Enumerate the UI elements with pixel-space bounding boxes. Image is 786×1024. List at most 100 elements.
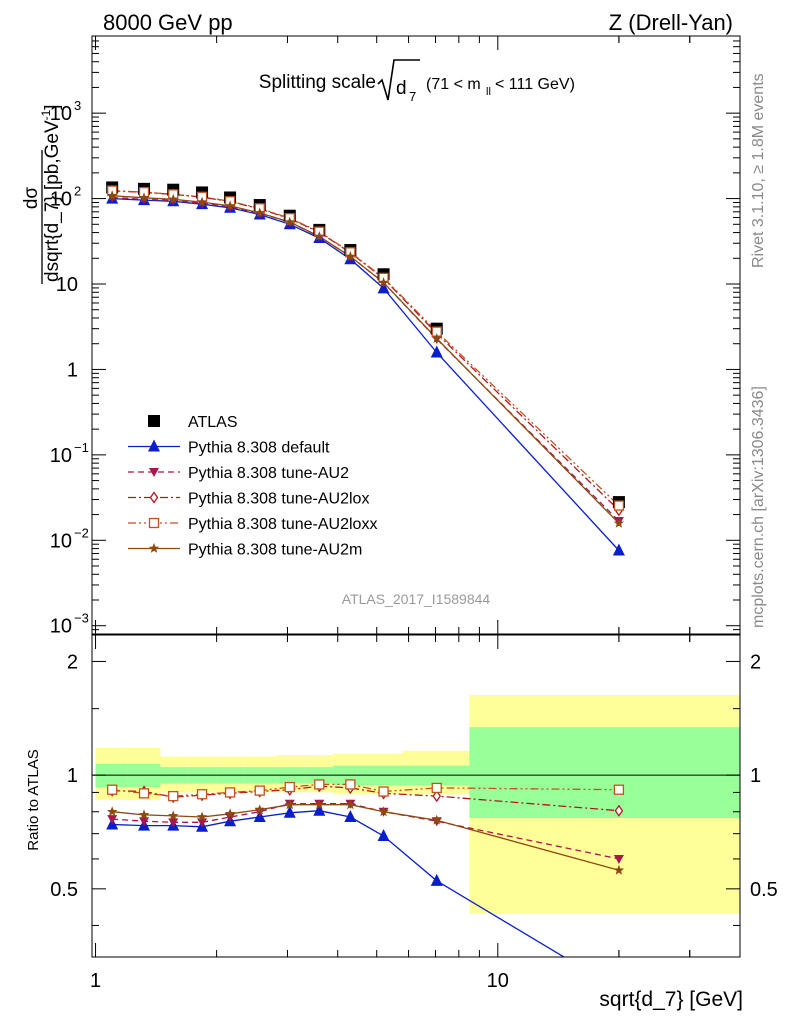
sqrt-symbol — [377, 59, 420, 101]
side-label-rivet: Rivet 3.1.10, ≥ 1.8M events — [750, 73, 767, 268]
title-var: d — [396, 78, 407, 99]
point-pythia-8-308-tune-au2m — [196, 196, 208, 207]
ratio-y-tick-label-right: 2 — [750, 651, 761, 673]
y-tick-label: 10 — [50, 189, 72, 211]
title-main: Splitting scale — [259, 72, 376, 93]
ratio-point-pythia-8-308-tune-au2m — [254, 804, 265, 815]
ratio-point-pythia-8-308-tune-au2m — [107, 806, 118, 817]
legend-marker-pythia-8-308-tune-au2m — [148, 543, 160, 553]
legend-marker-pythia-8-308-tune-au2 — [149, 468, 159, 477]
ratio-point-pythia-8-308-tune-au2 — [107, 815, 118, 825]
x-tick-label: 1 — [90, 970, 101, 992]
legend-label-pythia-8-308-tune-au2loxx: Pythia 8.308 tune-AU2loxx — [188, 516, 377, 533]
y-tick-label: 10 — [50, 445, 72, 467]
point-pythia-8-308-default — [612, 543, 625, 556]
legend-marker-pythia-8-308-default — [148, 439, 160, 452]
ratio-point-pythia-8-308-tune-au2m — [378, 806, 389, 817]
y-tick-label: 10 — [50, 616, 72, 638]
y-tick-label-exponent: −2 — [74, 525, 89, 540]
legend-marker-pythia-8-308-tune-au2loxx — [148, 517, 160, 529]
point-pythia-8-308-tune-au2m — [613, 517, 625, 528]
ratio-point-pythia-8-308-tune-au2lox — [432, 789, 442, 803]
legend-label-pythia-8-308-tune-au2lox: Pythia 8.308 tune-AU2lox — [188, 491, 369, 508]
ratio-point-pythia-8-308-tune-au2loxx — [254, 785, 265, 796]
ratio-point-pythia-8-308-tune-au2m — [138, 809, 150, 820]
point-pythia-8-308-tune-au2loxx — [613, 500, 625, 511]
ratio-point-pythia-8-308-default — [313, 803, 326, 816]
y-tick-label-exponent: −3 — [74, 611, 89, 626]
ratio-point-pythia-8-308-default — [430, 873, 443, 886]
ratio-y-tick-label: 1 — [67, 765, 78, 787]
point-pythia-8-308-default — [430, 345, 443, 358]
ratio-point-pythia-8-308-tune-au2 — [168, 818, 179, 828]
ratio-panel: 1 10 0.5 0.5 1 1 2 2 — [50, 634, 778, 992]
title-range-sub: ll — [486, 86, 491, 98]
y-label-denominator: dsqrt{d_7} [pb,GeV-1] — [39, 104, 63, 282]
ratio-point-pythia-8-308-tune-au2loxx — [431, 782, 442, 794]
ratio-point-pythia-8-308-tune-au2loxx — [196, 789, 208, 800]
ratio-point-pythia-8-308-tune-au2loxx — [168, 790, 179, 802]
ratio-point-pythia-8-308-tune-au2 — [139, 817, 150, 827]
watermark: ATLAS_2017_I1589844 — [342, 591, 491, 607]
side-label-mcplots: mcplots.cern.ch [arXiv:1306.3436] — [750, 386, 767, 628]
ratio-point-pythia-8-308-tune-au2loxx — [284, 781, 295, 793]
ratio-point-pythia-8-308-tune-au2m — [345, 799, 356, 810]
ratio-point-pythia-8-308-tune-au2m — [431, 814, 442, 825]
y-label-close: ] — [42, 104, 63, 109]
ratio-point-pythia-8-308-tune-au2loxx — [107, 784, 118, 795]
ratio-point-pythia-8-308-tune-au2m — [168, 810, 179, 821]
y-label-numerator: dσ — [21, 187, 42, 210]
title-range-pre: (71 < m — [426, 76, 481, 93]
ratio-point-pythia-8-308-tune-au2loxx — [378, 786, 389, 797]
legend: ATLAS Pythia 8.308 default Pythia 8.308 tu… — [128, 414, 377, 559]
ratio-point-pythia-8-308-default — [344, 809, 357, 822]
ratio-line-pythia-8-308-default — [112, 810, 566, 957]
title-range-post: < 111 GeV) — [495, 76, 575, 93]
y-tick-label: 10 — [50, 103, 72, 125]
y-axis-label: dσ dsqrt{d_7} [pb,GeV-1] — [21, 104, 63, 284]
ratio-point-pythia-8-308-tune-au2 — [613, 854, 624, 864]
ratio-point-pythia-8-308-tune-au2m — [314, 799, 325, 810]
series-line-pythia-8-308-tune-au2lox — [112, 190, 620, 511]
y-tick-label: 1 — [67, 359, 78, 381]
ratio-y-label: Ratio to ATLAS — [25, 749, 42, 850]
point-pythia-8-308-tune-au2m — [314, 231, 325, 241]
ratio-panel-frame — [91, 634, 741, 958]
header-right: Z (Drell-Yan) — [609, 10, 733, 35]
ratio-point-pythia-8-308-tune-au2m — [224, 808, 236, 819]
ratio-point-pythia-8-308-default — [377, 829, 390, 842]
ratio-point-pythia-8-308-tune-au2m — [196, 811, 208, 822]
legend-label-pythia-8-308-default: Pythia 8.308 default — [188, 440, 330, 457]
header-left: 8000 GeV pp — [103, 10, 233, 35]
ratio-line-pythia-8-308-tune-au2m — [112, 804, 620, 871]
ratio-line-pythia-8-308-tune-au2lox — [112, 785, 619, 812]
point-pythia-8-308-tune-au2m — [254, 207, 265, 218]
ratio-point-pythia-8-308-tune-au2loxx — [345, 779, 356, 790]
legend-label-atlas: ATLAS — [188, 414, 238, 431]
point-pythia-8-308-tune-au2m — [378, 277, 389, 287]
ratio-y-tick-label: 0.5 — [50, 879, 78, 901]
ratio-point-pythia-8-308-tune-au2 — [225, 812, 236, 822]
point-pythia-8-308-tune-au2m — [431, 333, 442, 343]
y-tick-label: 10 — [50, 530, 72, 552]
point-pythia-8-308-tune-au2m — [224, 200, 236, 211]
ratio-point-pythia-8-308-tune-au2m — [613, 864, 625, 875]
ratio-point-pythia-8-308-tune-au2loxx — [314, 779, 325, 790]
main-panel-frame — [91, 35, 741, 635]
y-label-sup: -1 — [39, 109, 53, 120]
series-line-pythia-8-308-tune-au2loxx — [112, 189, 620, 507]
series-line-pythia-8-308-default — [112, 197, 620, 551]
ratio-y-tick-label-right: 0.5 — [750, 879, 778, 901]
legend-label-pythia-8-308-tune-au2m: Pythia 8.308 tune-AU2m — [188, 542, 362, 559]
title-var-sub: 7 — [409, 89, 416, 104]
ratio-point-pythia-8-308-tune-au2m — [284, 799, 295, 810]
y-tick-label-exponent: 3 — [74, 98, 81, 113]
legend-label-pythia-8-308-tune-au2: Pythia 8.308 tune-AU2 — [188, 465, 349, 482]
ratio-point-pythia-8-308-tune-au2lox — [614, 804, 624, 817]
ratio-point-pythia-8-308-default — [283, 805, 296, 818]
ratio-point-pythia-8-308-tune-au2loxx — [613, 784, 625, 795]
ratio-point-pythia-8-308-tune-au2loxx — [224, 787, 236, 798]
point-pythia-8-308-tune-au2m — [138, 192, 150, 203]
legend-marker-pythia-8-308-tune-au2lox — [149, 491, 159, 504]
